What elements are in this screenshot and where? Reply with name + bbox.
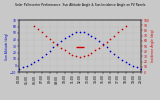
Point xyxy=(120,59,123,60)
Point xyxy=(102,43,104,45)
Point xyxy=(113,53,116,55)
Point xyxy=(37,29,40,30)
Point xyxy=(67,52,70,54)
Point xyxy=(18,68,20,70)
Point xyxy=(117,56,119,58)
Point xyxy=(94,37,96,39)
Point xyxy=(109,50,112,51)
Point xyxy=(52,46,55,48)
Point xyxy=(37,59,40,60)
Point xyxy=(56,43,59,45)
Point xyxy=(48,38,51,40)
Point xyxy=(71,54,74,56)
Point xyxy=(60,40,62,42)
Point xyxy=(140,68,142,70)
Point xyxy=(22,67,24,68)
Point xyxy=(120,29,123,30)
Point xyxy=(44,35,47,36)
Point xyxy=(113,35,116,36)
Y-axis label: Incidence Angle (deg): Incidence Angle (deg) xyxy=(151,30,155,62)
Y-axis label: Sun Altitude (deg): Sun Altitude (deg) xyxy=(5,32,9,60)
Point xyxy=(33,61,36,63)
Point xyxy=(86,54,89,56)
Point xyxy=(109,38,112,40)
Point xyxy=(41,56,43,58)
Point xyxy=(90,35,93,36)
Point xyxy=(52,41,55,43)
Point xyxy=(98,40,100,42)
Point xyxy=(86,33,89,34)
Point xyxy=(25,65,28,67)
Point xyxy=(117,32,119,33)
Point xyxy=(75,32,77,33)
Point xyxy=(79,31,81,32)
Point xyxy=(79,57,81,58)
Point xyxy=(75,56,77,57)
Point xyxy=(64,49,66,51)
Point xyxy=(105,46,108,48)
Point xyxy=(83,32,85,33)
Point xyxy=(124,61,127,63)
Point xyxy=(29,63,32,65)
Point xyxy=(60,47,62,48)
Point xyxy=(128,63,131,65)
Point xyxy=(98,47,100,48)
Point xyxy=(124,25,127,27)
Point xyxy=(64,37,66,39)
Point xyxy=(132,65,134,67)
Point xyxy=(71,33,74,34)
Point xyxy=(105,41,108,43)
Point xyxy=(41,32,43,33)
Point xyxy=(94,49,96,51)
Point xyxy=(90,52,93,54)
Text: Solar PV/Inverter Performance  Sun Altitude Angle & Sun Incidence Angle on PV Pa: Solar PV/Inverter Performance Sun Altitu… xyxy=(15,3,145,7)
Point xyxy=(56,44,59,46)
Point xyxy=(33,25,36,27)
Point xyxy=(83,56,85,57)
Point xyxy=(136,67,138,68)
Point xyxy=(67,35,70,36)
Point xyxy=(44,53,47,55)
Point xyxy=(48,50,51,51)
Point xyxy=(102,44,104,46)
